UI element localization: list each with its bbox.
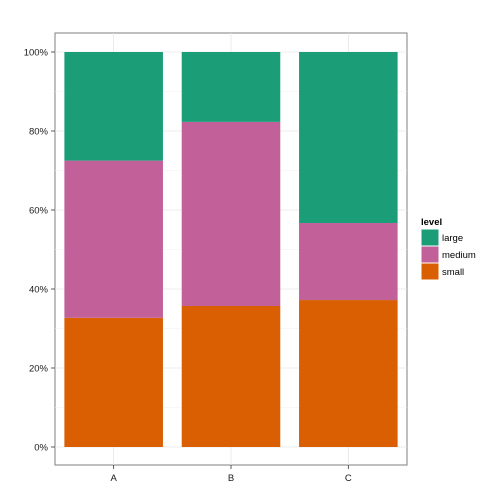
legend-key-medium: [420, 245, 440, 264]
bar-C-small: [299, 300, 398, 447]
y-tick-label: 40%: [29, 285, 49, 296]
x-tick-label: C: [345, 473, 352, 484]
y-tick-label: 100%: [24, 48, 49, 59]
bar-A-small: [64, 317, 163, 447]
legend-label-small: small: [442, 267, 464, 278]
x-tick-label: B: [228, 473, 234, 484]
bar-C-medium: [299, 223, 398, 301]
bar-A-large: [64, 52, 163, 161]
legend-key-large: [420, 228, 440, 247]
x-tick-label: A: [110, 473, 117, 484]
bar-A-medium: [64, 160, 163, 318]
bar-B-medium: [181, 121, 281, 306]
y-tick-label: 60%: [29, 206, 49, 217]
y-tick-label: 20%: [29, 364, 49, 375]
legend-label-large: large: [442, 233, 463, 244]
bar-B-large: [181, 52, 281, 122]
legend-label-medium: medium: [442, 250, 476, 261]
legend-title: level: [421, 217, 442, 228]
legend: level large medium small: [420, 217, 476, 281]
legend-key-small: [420, 262, 440, 281]
y-tick-label: 0%: [34, 443, 48, 454]
bar-C-large: [299, 52, 398, 224]
bars: [64, 52, 398, 447]
bar-B-small: [181, 305, 281, 447]
x-axis: A B C: [110, 465, 352, 484]
y-tick-label: 80%: [29, 127, 49, 138]
y-axis: 0% 20% 40% 60% 80% 100%: [24, 48, 55, 454]
